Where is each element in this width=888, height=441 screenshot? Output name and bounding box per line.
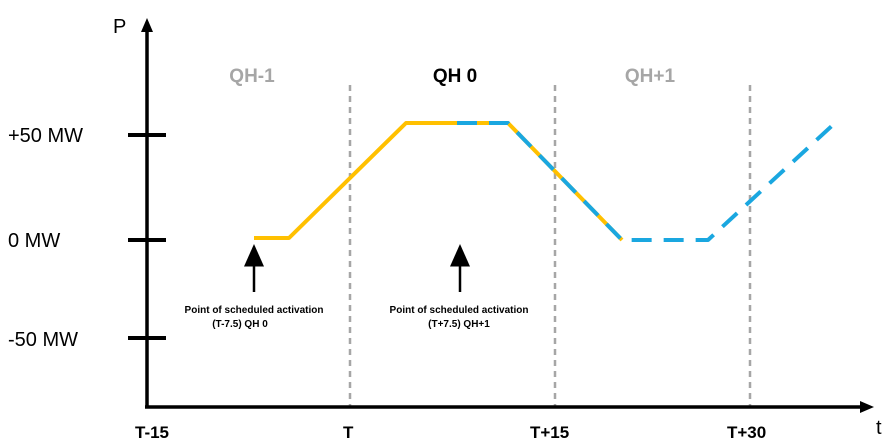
x-axis-arrowhead: [860, 401, 874, 413]
x-axis-label: t: [876, 417, 882, 439]
y-tick-label-plus-50: +50 MW: [8, 125, 83, 147]
x-tick-label-t-minus-15: T-15: [135, 423, 169, 441]
y-tick-label-minus-50: -50 MW: [8, 329, 78, 351]
annotation-qh-plus-1-line2: (T+7.5) QH+1: [428, 319, 490, 330]
y-tick-label-zero: 0 MW: [8, 230, 60, 252]
x-tick-label-t: T: [343, 423, 354, 441]
qh-0-label: QH 0: [433, 66, 477, 87]
qh-plus-1-label: QH+1: [625, 66, 676, 87]
x-tick-label-t-plus-30: T+30: [727, 423, 766, 441]
y-axis-label: P: [113, 16, 126, 38]
annotation-qh0-line1: Point of scheduled activation: [185, 305, 324, 316]
annotation-qh-plus-1-line1: Point of scheduled activation: [390, 305, 529, 316]
dashed-activation-profile: [457, 121, 837, 242]
qh-minus-1-label: QH-1: [229, 66, 275, 87]
y-axis-arrowhead: [141, 18, 153, 32]
x-tick-label-t-plus-15: T+15: [530, 423, 569, 441]
annotation-qh0-line2: (T-7.5) QH 0: [212, 319, 268, 330]
